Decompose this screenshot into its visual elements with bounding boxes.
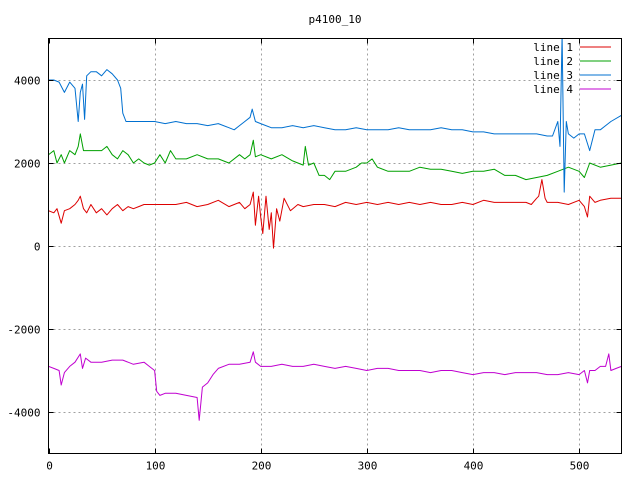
y-tick-label: 0 (34, 241, 41, 254)
legend-label-4: line 4 (533, 83, 573, 96)
y-tick-label: -4000 (7, 407, 40, 420)
y-tick-label: 2000 (14, 158, 41, 171)
x-tick-label: 300 (358, 460, 378, 473)
x-tick-label: 500 (570, 460, 590, 473)
x-tick-label: 400 (464, 460, 484, 473)
y-tick-label: 4000 (14, 75, 41, 88)
grid-lines (48, 38, 622, 454)
legend-label-1: line 1 (533, 41, 573, 54)
x-tick-label: 200 (252, 460, 272, 473)
chart-title: p4100_10 (309, 13, 362, 26)
legend-label-2: line 2 (533, 55, 573, 68)
x-tick-label: 0 (46, 460, 53, 473)
axis-ticks: 0 100 200 300 400 500 4000 2000 0 -2000 -4000 (7, 38, 622, 473)
series-line-1 (48, 179, 622, 249)
series-line-3 (48, 38, 622, 193)
x-tick-label: 100 (146, 460, 166, 473)
legend-label-3: line 3 (533, 69, 573, 82)
series-line-2 (48, 133, 622, 181)
y-tick-label: -2000 (7, 324, 40, 337)
series-line-4 (48, 351, 622, 421)
plot-lines (48, 38, 622, 421)
